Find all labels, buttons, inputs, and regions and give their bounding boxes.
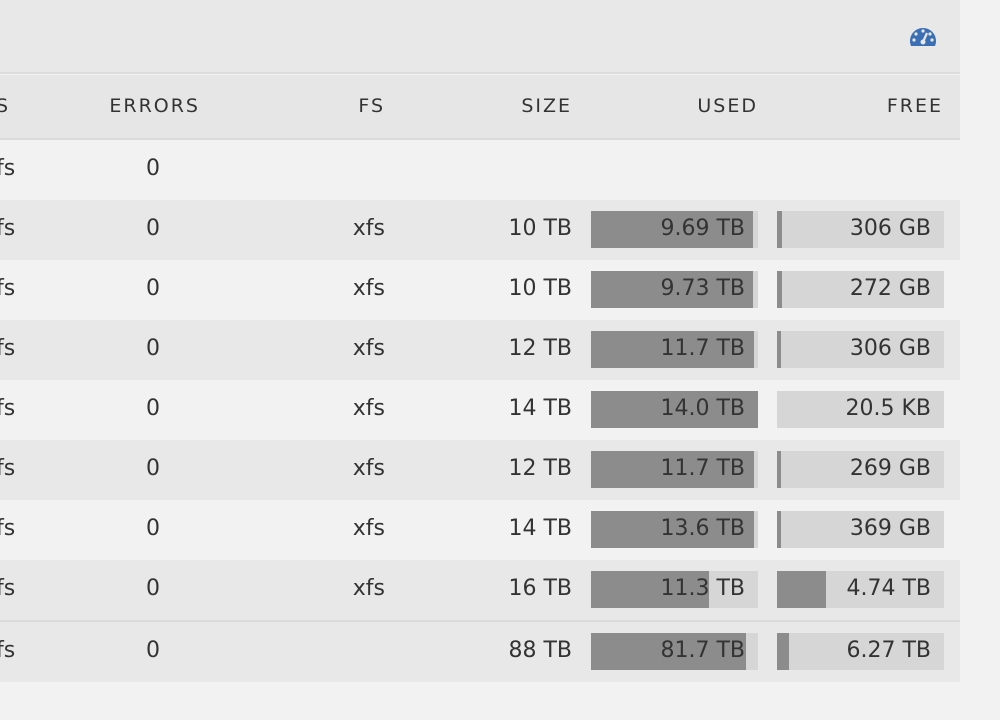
free-value: 6.27 TB bbox=[846, 638, 931, 663]
free-fill bbox=[777, 511, 782, 548]
size: 12 TB bbox=[508, 456, 572, 481]
used-bar: 11.7 TB bbox=[591, 331, 758, 368]
device: fs bbox=[0, 336, 16, 361]
free-fill bbox=[777, 633, 789, 670]
free-bar: 306 GB bbox=[777, 331, 944, 368]
filesystem: xfs bbox=[352, 516, 385, 541]
column-header: FREE bbox=[886, 95, 943, 117]
table-row: fs 0 xfs 12 TB 11.7 TB 269 GB bbox=[0, 440, 960, 500]
free-bar: 20.5 KB bbox=[777, 391, 944, 428]
size: 10 TB bbox=[508, 276, 572, 301]
used-fill bbox=[591, 451, 755, 488]
filesystem: xfs bbox=[352, 396, 385, 421]
used-bar: 9.69 TB bbox=[591, 211, 758, 248]
used-fill bbox=[591, 271, 753, 308]
size: 10 TB bbox=[508, 216, 572, 241]
filesystem: xfs bbox=[352, 336, 385, 361]
device: fs bbox=[0, 216, 16, 241]
free-bar: 369 GB bbox=[777, 511, 944, 548]
used-value: 81.7 TB bbox=[660, 638, 745, 663]
size: 14 TB bbox=[508, 516, 572, 541]
device: fs bbox=[0, 156, 16, 181]
free-fill bbox=[777, 451, 781, 488]
device: fs bbox=[0, 396, 16, 421]
errors: 0 bbox=[146, 276, 160, 301]
free-fill bbox=[777, 271, 782, 308]
used-fill bbox=[591, 331, 754, 368]
free-bar: 6.27 TB bbox=[777, 633, 944, 670]
used-fill bbox=[591, 511, 754, 548]
device: fs bbox=[0, 276, 16, 301]
device: fs bbox=[0, 516, 16, 541]
device: fs bbox=[0, 638, 16, 663]
device: fs bbox=[0, 576, 16, 601]
free-value: 20.5 KB bbox=[845, 396, 932, 421]
free-bar: 272 GB bbox=[777, 271, 944, 308]
errors: 0 bbox=[146, 516, 160, 541]
errors: 0 bbox=[146, 576, 160, 601]
used-bar: 14.0 TB bbox=[591, 391, 758, 428]
used-bar: 81.7 TB bbox=[591, 633, 758, 670]
errors: 0 bbox=[146, 156, 160, 181]
free-fill bbox=[777, 331, 782, 368]
used-bar: 13.6 TB bbox=[591, 511, 758, 548]
free-fill bbox=[777, 211, 782, 248]
errors: 0 bbox=[146, 336, 160, 361]
free-value: 306 GB bbox=[849, 216, 931, 241]
table-header: S ERRORS FS SIZE USED FREE bbox=[0, 75, 960, 140]
table-row: fs 0 xfs 10 TB 9.69 TB 306 GB bbox=[0, 200, 960, 260]
panel-header bbox=[0, 0, 960, 74]
column-header: S bbox=[0, 95, 11, 117]
device: fs bbox=[0, 456, 16, 481]
free-value: 269 GB bbox=[849, 456, 931, 481]
filesystem: xfs bbox=[352, 276, 385, 301]
used-bar: 9.73 TB bbox=[591, 271, 758, 308]
errors: 0 bbox=[146, 396, 160, 421]
size: 12 TB bbox=[508, 336, 572, 361]
table-row: fs 0 xfs 12 TB 11.7 TB 306 GB bbox=[0, 320, 960, 380]
errors: 0 bbox=[146, 456, 160, 481]
free-bar: 4.74 TB bbox=[777, 571, 944, 608]
free-bar: 269 GB bbox=[777, 451, 944, 488]
column-header: FS bbox=[358, 95, 385, 117]
errors: 0 bbox=[146, 216, 160, 241]
dashboard-icon[interactable] bbox=[908, 24, 938, 48]
used-value: 13.6 TB bbox=[660, 516, 745, 541]
used-value: 11.7 TB bbox=[660, 336, 745, 361]
used-value: 11.7 TB bbox=[660, 456, 745, 481]
used-value: 9.69 TB bbox=[660, 216, 745, 241]
used-fill bbox=[591, 571, 709, 608]
free-value: 4.74 TB bbox=[846, 576, 931, 601]
column-header: ERRORS bbox=[109, 95, 200, 117]
size: 14 TB bbox=[508, 396, 572, 421]
size: 16 TB bbox=[508, 576, 572, 601]
used-value: 9.73 TB bbox=[660, 276, 745, 301]
size: 88 TB bbox=[508, 638, 572, 663]
table-row: fs 0 bbox=[0, 140, 960, 200]
table-row: fs 0 xfs 14 TB 14.0 TB 20.5 KB bbox=[0, 380, 960, 440]
free-bar: 306 GB bbox=[777, 211, 944, 248]
free-value: 272 GB bbox=[849, 276, 931, 301]
filesystem: xfs bbox=[352, 456, 385, 481]
table-row: fs 0 xfs 10 TB 9.73 TB 272 GB bbox=[0, 260, 960, 320]
used-bar: 11.7 TB bbox=[591, 451, 758, 488]
total-row: fs 0 88 TB 81.7 TB 6.27 TB bbox=[0, 620, 960, 682]
used-fill bbox=[591, 211, 753, 248]
used-bar: 11.3 TB bbox=[591, 571, 758, 608]
free-fill bbox=[777, 571, 827, 608]
table-row: fs 0 xfs 16 TB 11.3 TB 4.74 TB bbox=[0, 560, 960, 620]
free-value: 369 GB bbox=[849, 516, 931, 541]
errors: 0 bbox=[146, 638, 160, 663]
column-header: SIZE bbox=[521, 95, 572, 117]
table-row: fs 0 xfs 14 TB 13.6 TB 369 GB bbox=[0, 500, 960, 560]
column-header: USED bbox=[697, 95, 758, 117]
filesystem: xfs bbox=[352, 216, 385, 241]
used-fill bbox=[591, 391, 758, 428]
filesystem: xfs bbox=[352, 576, 385, 601]
used-value: 11.3 TB bbox=[660, 576, 745, 601]
used-value: 14.0 TB bbox=[660, 396, 745, 421]
used-fill bbox=[591, 633, 746, 670]
free-value: 306 GB bbox=[849, 336, 931, 361]
